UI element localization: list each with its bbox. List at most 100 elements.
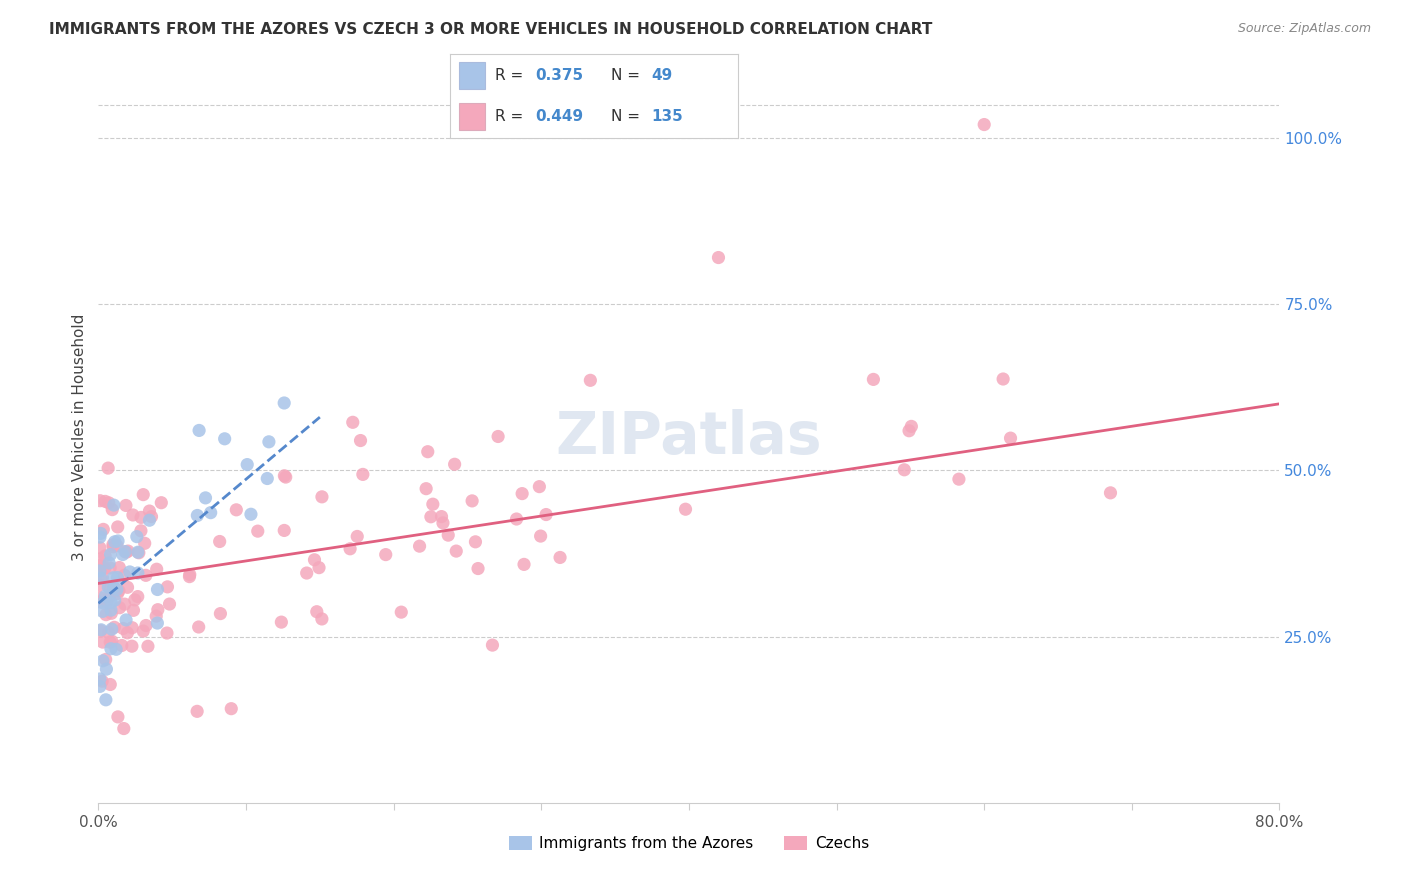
Point [415, 482, 437, 496]
Point [107, 586, 129, 600]
Point [138, 513, 160, 527]
Point [89, 591, 111, 605]
Point [129, 524, 152, 538]
Point [991, 372, 1014, 386]
Point [159, 597, 181, 611]
Point [121, 621, 143, 635]
Point [96, 595, 118, 609]
Point [117, 580, 139, 594]
Point [90, 624, 112, 638]
Point [273, 468, 295, 483]
Point [141, 509, 163, 524]
Point [138, 504, 160, 518]
Point [179, 569, 201, 583]
Point [104, 534, 127, 549]
Point [145, 562, 167, 576]
Point [1000, 431, 1022, 445]
Point [675, 502, 697, 516]
Point [461, 494, 484, 508]
Point [146, 603, 169, 617]
Point [246, 524, 269, 538]
Point [548, 550, 571, 565]
Point [98, 589, 121, 603]
Point [128, 546, 150, 560]
Point [146, 582, 169, 597]
Point [98, 556, 121, 570]
Point [437, 528, 460, 542]
Point [200, 506, 222, 520]
Text: R =: R = [495, 109, 523, 124]
Point [346, 529, 368, 543]
Point [91, 654, 114, 668]
Point [89, 552, 111, 566]
Point [107, 533, 129, 548]
Point [256, 471, 278, 485]
Point [91, 570, 114, 584]
Point [349, 434, 371, 448]
Point [98, 635, 121, 649]
Point [111, 548, 134, 562]
Point [98, 677, 121, 691]
Point [89, 530, 111, 544]
Point [481, 638, 503, 652]
Point [89, 672, 111, 686]
Point [105, 539, 128, 553]
Point [132, 488, 155, 502]
Text: N =: N = [612, 68, 640, 83]
Point [273, 396, 295, 410]
Text: 0.449: 0.449 [534, 109, 583, 124]
Y-axis label: 3 or more Vehicles in Household: 3 or more Vehicles in Household [72, 313, 87, 561]
Point [219, 701, 242, 715]
Point [374, 548, 396, 562]
Point [105, 582, 128, 597]
Point [898, 424, 921, 438]
Point [308, 560, 330, 574]
Point [103, 571, 125, 585]
Text: ZIPatlas: ZIPatlas [555, 409, 823, 466]
Point [510, 486, 533, 500]
Point [127, 566, 149, 580]
Point [311, 490, 333, 504]
Point [94, 589, 117, 603]
Point [304, 553, 326, 567]
Point [1099, 486, 1122, 500]
Point [112, 622, 135, 636]
Point [186, 704, 208, 718]
Point [225, 503, 247, 517]
Point [186, 508, 208, 523]
Point [127, 590, 149, 604]
Point [89, 558, 111, 573]
Point [112, 722, 135, 736]
Point [89, 541, 111, 555]
Point [107, 710, 129, 724]
Point [444, 544, 467, 558]
Point [416, 444, 439, 458]
Point [274, 470, 297, 484]
Point [236, 458, 259, 472]
Point [419, 509, 441, 524]
Point [125, 530, 148, 544]
Point [270, 615, 292, 629]
Point [467, 561, 489, 575]
Point [534, 508, 557, 522]
Point [432, 516, 454, 530]
Point [89, 595, 111, 609]
Point [389, 605, 412, 619]
Point [948, 472, 970, 486]
Point [114, 597, 136, 611]
Point [214, 432, 236, 446]
Point [89, 493, 111, 508]
Point [108, 583, 131, 598]
Text: IMMIGRANTS FROM THE AZORES VS CZECH 3 OR MORE VEHICLES IN HOUSEHOLD CORRELATION : IMMIGRANTS FROM THE AZORES VS CZECH 3 OR… [49, 22, 932, 37]
Point [973, 118, 995, 132]
Text: 135: 135 [652, 109, 683, 124]
Point [530, 529, 553, 543]
Point [107, 520, 129, 534]
Point [89, 564, 111, 578]
Point [257, 434, 280, 449]
Point [107, 570, 129, 584]
Point [90, 526, 112, 541]
Point [103, 582, 125, 597]
Point [862, 372, 884, 386]
Point [513, 558, 536, 572]
